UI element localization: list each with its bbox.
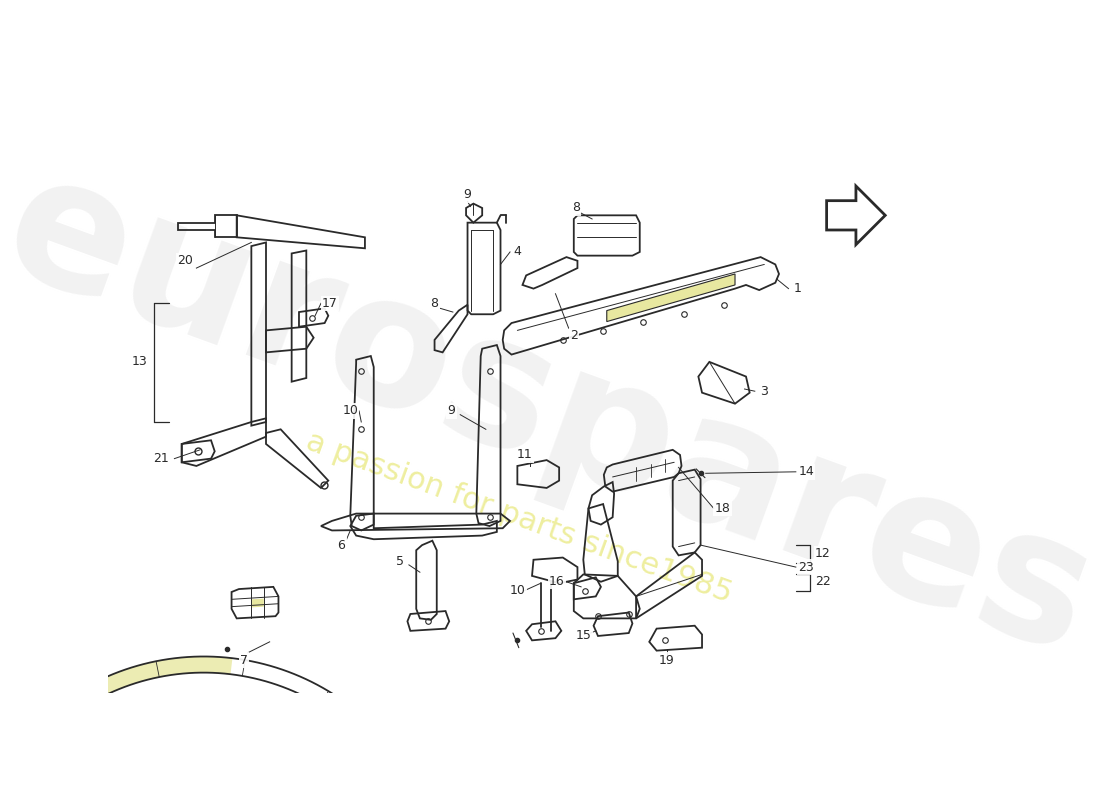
Text: 9: 9 [448,405,455,418]
Text: 1: 1 [793,282,801,295]
Text: 23: 23 [799,561,814,574]
Text: 17: 17 [322,297,338,310]
Text: 9: 9 [463,188,472,202]
Text: 8: 8 [430,297,439,310]
Text: 8: 8 [572,202,580,214]
Text: 3: 3 [760,385,768,398]
Text: 13: 13 [131,355,147,368]
Text: 14: 14 [799,466,814,478]
Text: 4: 4 [514,246,521,258]
Text: 16: 16 [549,575,564,588]
Text: 12: 12 [815,547,830,560]
Text: 21: 21 [153,452,169,465]
Text: 18: 18 [715,502,730,515]
Text: 2: 2 [570,329,578,342]
Polygon shape [252,598,264,607]
Text: 15: 15 [575,630,592,642]
Text: 6: 6 [338,538,345,551]
Text: 10: 10 [342,405,359,418]
Text: 20: 20 [177,254,194,267]
Text: 19: 19 [659,654,674,666]
Text: 22: 22 [815,575,830,588]
Text: 5: 5 [396,554,404,568]
Text: 7: 7 [240,654,248,666]
Text: 10: 10 [509,584,526,597]
Text: eurospares: eurospares [0,137,1100,693]
Polygon shape [34,657,232,738]
Text: a passion for parts since1985: a passion for parts since1985 [301,426,736,608]
Text: 11: 11 [517,449,532,462]
Polygon shape [607,274,735,322]
